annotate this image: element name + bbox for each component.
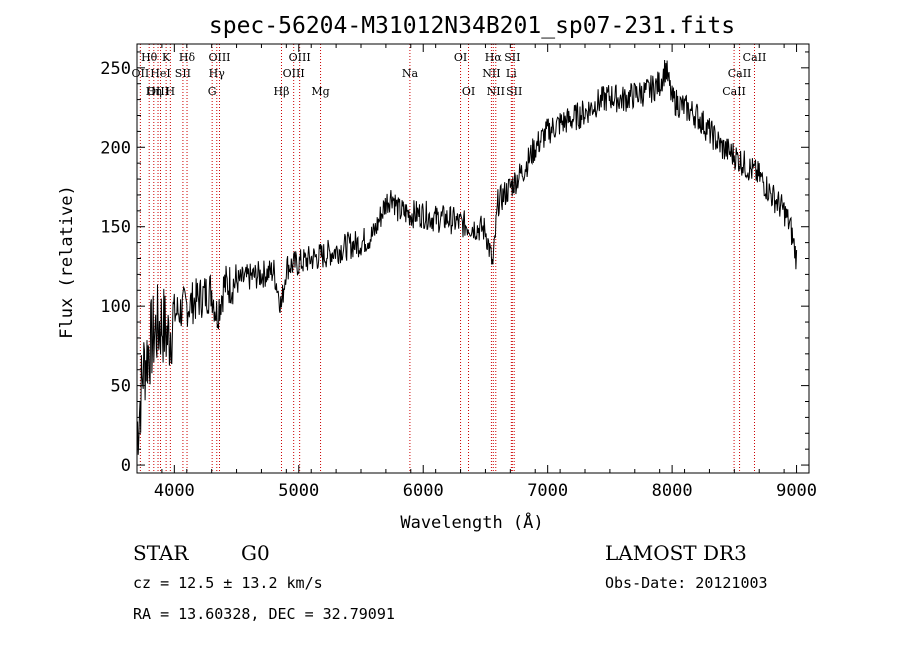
line-label: G: [208, 85, 217, 98]
coordinates-text: RA = 13.60328, DEC = 32.79091: [133, 605, 395, 623]
y-tick-label: 100: [100, 297, 131, 317]
line-label: Hγ: [209, 67, 226, 80]
line-label: HeI: [150, 67, 170, 80]
emission-line-labels: Hθ OII OIII K HeI Hη SII H Hδ OIII Hγ G OIII OIII Hβ Mg…: [132, 51, 767, 98]
line-label: Li: [506, 67, 517, 80]
plot-frame: [136, 43, 810, 474]
line-label: OII: [132, 67, 150, 80]
line-label: Mg: [311, 85, 329, 98]
survey-name: LAMOST DR3: [605, 541, 747, 565]
line-label: Hα: [485, 51, 503, 64]
line-label: CaII: [722, 85, 746, 98]
chart-title: spec-56204-M31012N34B201_sp07-231.fits: [209, 13, 735, 39]
line-label: SII: [506, 85, 522, 98]
object-subclass: G0: [241, 541, 270, 565]
x-axis: 4000 5000 6000 7000 8000 9000: [136, 44, 817, 501]
y-axis-label: Flux (relative): [57, 185, 77, 339]
line-label: OIII: [283, 67, 305, 80]
x-tick-label: 5000: [278, 481, 319, 501]
line-label: Hδ: [179, 51, 196, 64]
y-tick-label: 200: [100, 138, 131, 158]
line-label: OI: [462, 85, 475, 98]
y-tick-label: 150: [100, 218, 131, 238]
x-axis-label: Wavelength (Å): [400, 511, 543, 533]
line-label: Na: [402, 67, 419, 80]
spectrum-series-line: [136, 59, 798, 455]
line-label: H: [166, 85, 176, 98]
x-tick-label: 9000: [776, 481, 817, 501]
line-label: Hβ: [274, 85, 290, 98]
x-tick-label: 4000: [154, 481, 195, 501]
line-label: OI: [454, 51, 467, 64]
x-tick-label: 7000: [527, 481, 568, 501]
y-tick-label: 250: [100, 59, 131, 79]
line-label: SII: [175, 67, 191, 80]
line-label: OIII: [208, 51, 230, 64]
x-tick-label: 6000: [403, 481, 444, 501]
y-tick-label: 0: [121, 456, 131, 476]
y-axis: 0 50 100 150 200 250: [100, 51, 809, 476]
line-label: OIII: [289, 51, 311, 64]
line-label: OIII: [147, 85, 169, 98]
line-label: CaII: [743, 51, 767, 64]
line-label: SII: [504, 51, 520, 64]
obs-date-text: Obs-Date: 20121003: [605, 574, 768, 592]
line-label: NII: [482, 67, 500, 80]
y-tick-label: 50: [111, 377, 131, 397]
line-label: Hη: [146, 85, 162, 98]
object-class: STAR: [133, 541, 189, 565]
emission-line-markers: [139, 44, 755, 473]
line-label: CaII: [728, 67, 752, 80]
line-label: K: [162, 51, 171, 64]
line-label: NII: [487, 85, 505, 98]
x-tick-label: 8000: [652, 481, 693, 501]
redshift-text: cz = 12.5 ± 13.2 km/s: [133, 574, 323, 592]
line-label: Hθ: [141, 51, 158, 64]
